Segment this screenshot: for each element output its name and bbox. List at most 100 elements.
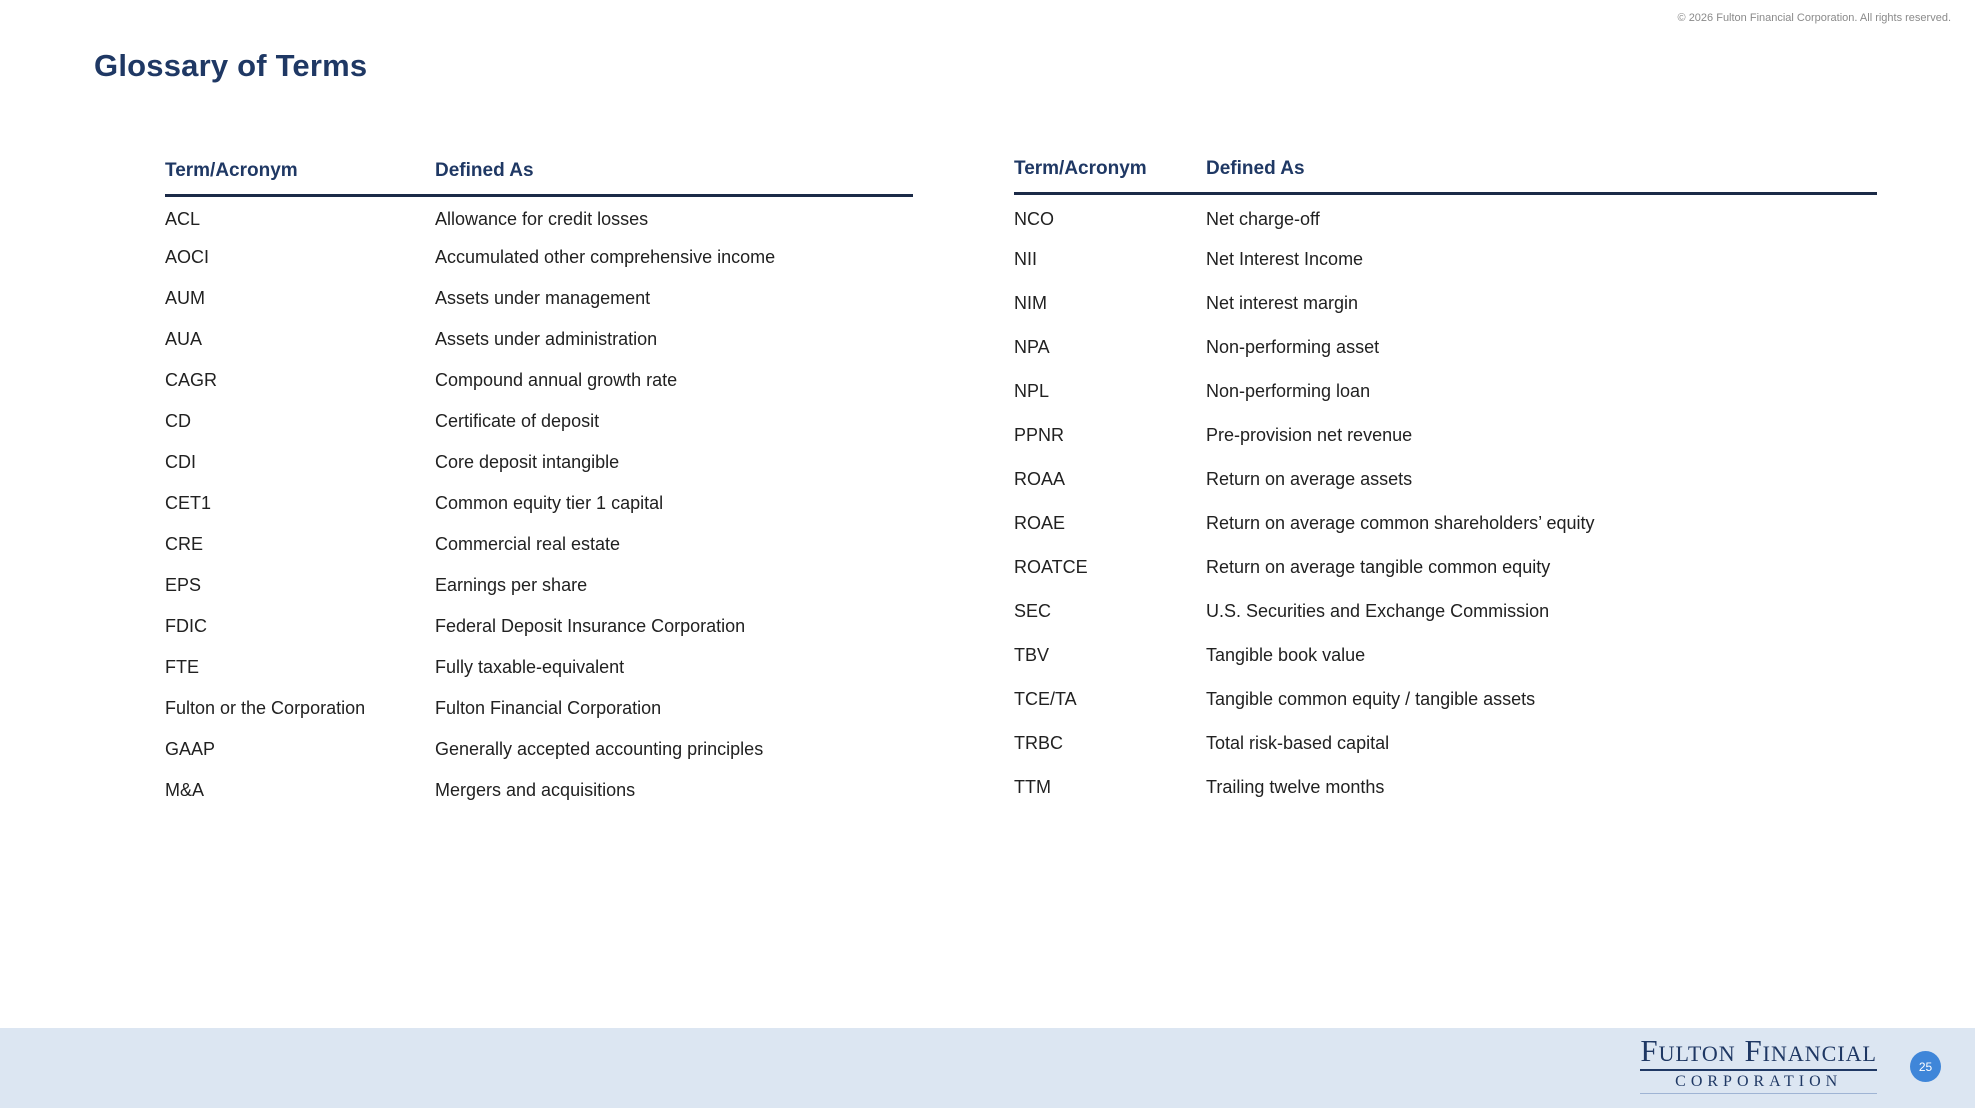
term-cell: TTM (1014, 777, 1051, 797)
table-row: ROATCE Return on average tangible common … (1014, 546, 1877, 590)
definition-cell: Federal Deposit Insurance Corporation (435, 615, 746, 636)
definition-cell: Assets under management (435, 287, 651, 308)
term-cell: TRBC (1014, 733, 1063, 753)
definition-cell: Non-performing loan (1206, 381, 1371, 401)
definition-cell: Generally accepted accounting principles (435, 738, 764, 759)
term-cell: SEC (1014, 601, 1052, 621)
term-cell: FTE (165, 656, 199, 677)
term-cell: TBV (1014, 645, 1050, 665)
term-cell: CRE (165, 533, 204, 554)
definition-cell: Tangible common equity / tangible assets (1206, 689, 1536, 709)
term-cell: ROATCE (1014, 557, 1088, 577)
table-row: Fulton or the Corporation Fulton Financia… (165, 688, 913, 729)
logo-wordmark: Fulton Financial (1640, 1035, 1877, 1071)
table-row: CET1 Common equity tier 1 capital (165, 483, 913, 524)
term-cell: FDIC (165, 615, 207, 636)
definition-cell: Assets under administration (435, 328, 658, 349)
footer-band: Fulton Financial CORPORATION 25 (0, 1028, 1975, 1108)
table-row: PPNR Pre-provision net revenue (1014, 414, 1877, 458)
term-cell: TCE/TA (1014, 689, 1077, 709)
term-cell: Fulton or the Corporation (165, 697, 366, 718)
definition-cell: Return on average common shareholders’ e… (1206, 513, 1595, 533)
term-cell: EPS (165, 574, 202, 595)
definition-cell: Compound annual growth rate (435, 369, 678, 390)
term-cell: NIM (1014, 293, 1047, 313)
definition-cell: Trailing twelve months (1206, 777, 1385, 797)
table-row: FDIC Federal Deposit Insurance Corporatio… (165, 606, 913, 647)
definition-cell: Certificate of deposit (435, 410, 600, 431)
definition-cell: Tangible book value (1206, 645, 1366, 665)
table-row: TTM Trailing twelve months (1014, 766, 1877, 810)
definition-cell: U.S. Securities and Exchange Commission (1206, 601, 1550, 621)
definition-cell: Net Interest Income (1206, 249, 1364, 269)
definition-cell: Core deposit intangible (435, 451, 620, 472)
definition-cell: Commercial real estate (435, 533, 621, 554)
definition-cell: Pre-provision net revenue (1206, 425, 1413, 445)
term-cell: CDI (165, 451, 196, 472)
term-cell: ACL (165, 209, 201, 230)
column-header: Term/Acronym (1014, 158, 1206, 195)
column-header: Defined As (435, 160, 913, 197)
definition-cell: Net interest margin (1206, 293, 1359, 313)
table-row: ACL Allowance for credit losses (165, 196, 913, 237)
definition-cell: Total risk-based capital (1206, 733, 1390, 753)
term-cell: AUA (165, 328, 203, 349)
term-cell: ROAE (1014, 513, 1066, 533)
fulton-financial-logo: Fulton Financial CORPORATION (1640, 1035, 1877, 1094)
table-row: CRE Commercial real estate (165, 524, 913, 565)
table-row: AUM Assets under management (165, 278, 913, 319)
term-cell: AUM (165, 287, 205, 308)
copyright-text: © 2026 Fulton Financial Corporation. All… (1677, 12, 1951, 24)
term-cell: NCO (1014, 208, 1054, 229)
definition-cell: Common equity tier 1 capital (435, 492, 664, 513)
table-row: TBV Tangible book value (1014, 634, 1877, 678)
term-cell: CAGR (165, 369, 218, 390)
term-cell: ROAA (1014, 469, 1066, 489)
table-row: AUA Assets under administration (165, 319, 913, 360)
definition-cell: Allowance for credit losses (435, 209, 649, 230)
table-row: CD Certificate of deposit (165, 401, 913, 442)
table-row: ROAA Return on average assets (1014, 458, 1877, 502)
definition-cell: Non-performing asset (1206, 337, 1380, 357)
table-row: NCO Net charge-off (1014, 194, 1877, 238)
table-row: CAGR Compound annual growth rate (165, 360, 913, 401)
table-row: EPS Earnings per share (165, 565, 913, 606)
logo-subtitle: CORPORATION (1640, 1073, 1877, 1094)
page-title: Glossary of Terms (94, 48, 368, 83)
table-row: M&A Mergers and acquisitions (165, 770, 913, 811)
table-row: SEC U.S. Securities and Exchange Commissi… (1014, 590, 1877, 634)
table-row: NPA Non-performing asset (1014, 326, 1877, 370)
table-row: NIM Net interest margin (1014, 282, 1877, 326)
table-row: TCE/TA Tangible common equity / tangible … (1014, 678, 1877, 722)
term-cell: NPA (1014, 337, 1050, 357)
table-row: NII Net Interest Income (1014, 238, 1877, 282)
table-row: FTE Fully taxable-equivalent (165, 647, 913, 688)
definition-cell: Return on average assets (1206, 469, 1413, 489)
table-header-row: Term/Acronym Defined As (165, 160, 913, 197)
page-number-badge: 25 (1910, 1051, 1941, 1082)
column-header: Defined As (1206, 158, 1877, 195)
definition-cell: Accumulated other comprehensive income (435, 246, 776, 267)
definition-cell: Fulton Financial Corporation (435, 697, 662, 718)
term-cell: M&A (165, 779, 205, 800)
table-row: GAAP Generally accepted accounting princi… (165, 729, 913, 770)
definition-cell: Mergers and acquisitions (435, 779, 636, 800)
term-cell: CET1 (165, 492, 212, 513)
term-cell: NPL (1014, 381, 1050, 401)
definition-cell: Earnings per share (435, 574, 588, 595)
table-row: ROAE Return on average common shareholder… (1014, 502, 1877, 546)
table-row: NPL Non-performing loan (1014, 370, 1877, 414)
definition-cell: Fully taxable-equivalent (435, 656, 625, 677)
glossary-table-left: Term/Acronym Defined As ACL Allowance for … (165, 160, 913, 811)
term-cell: AOCI (165, 246, 210, 267)
definition-cell: Return on average tangible common equity (1206, 557, 1551, 577)
table-row: TRBC Total risk-based capital (1014, 722, 1877, 766)
table-row: CDI Core deposit intangible (165, 442, 913, 483)
definition-cell: Net charge-off (1206, 208, 1320, 229)
term-cell: CD (165, 410, 191, 431)
table-row: AOCI Accumulated other comprehensive inco… (165, 237, 913, 278)
column-header: Term/Acronym (165, 160, 435, 197)
term-cell: GAAP (165, 738, 216, 759)
glossary-table-right: Term/Acronym Defined As NCO Net charge-off… (1014, 158, 1877, 810)
